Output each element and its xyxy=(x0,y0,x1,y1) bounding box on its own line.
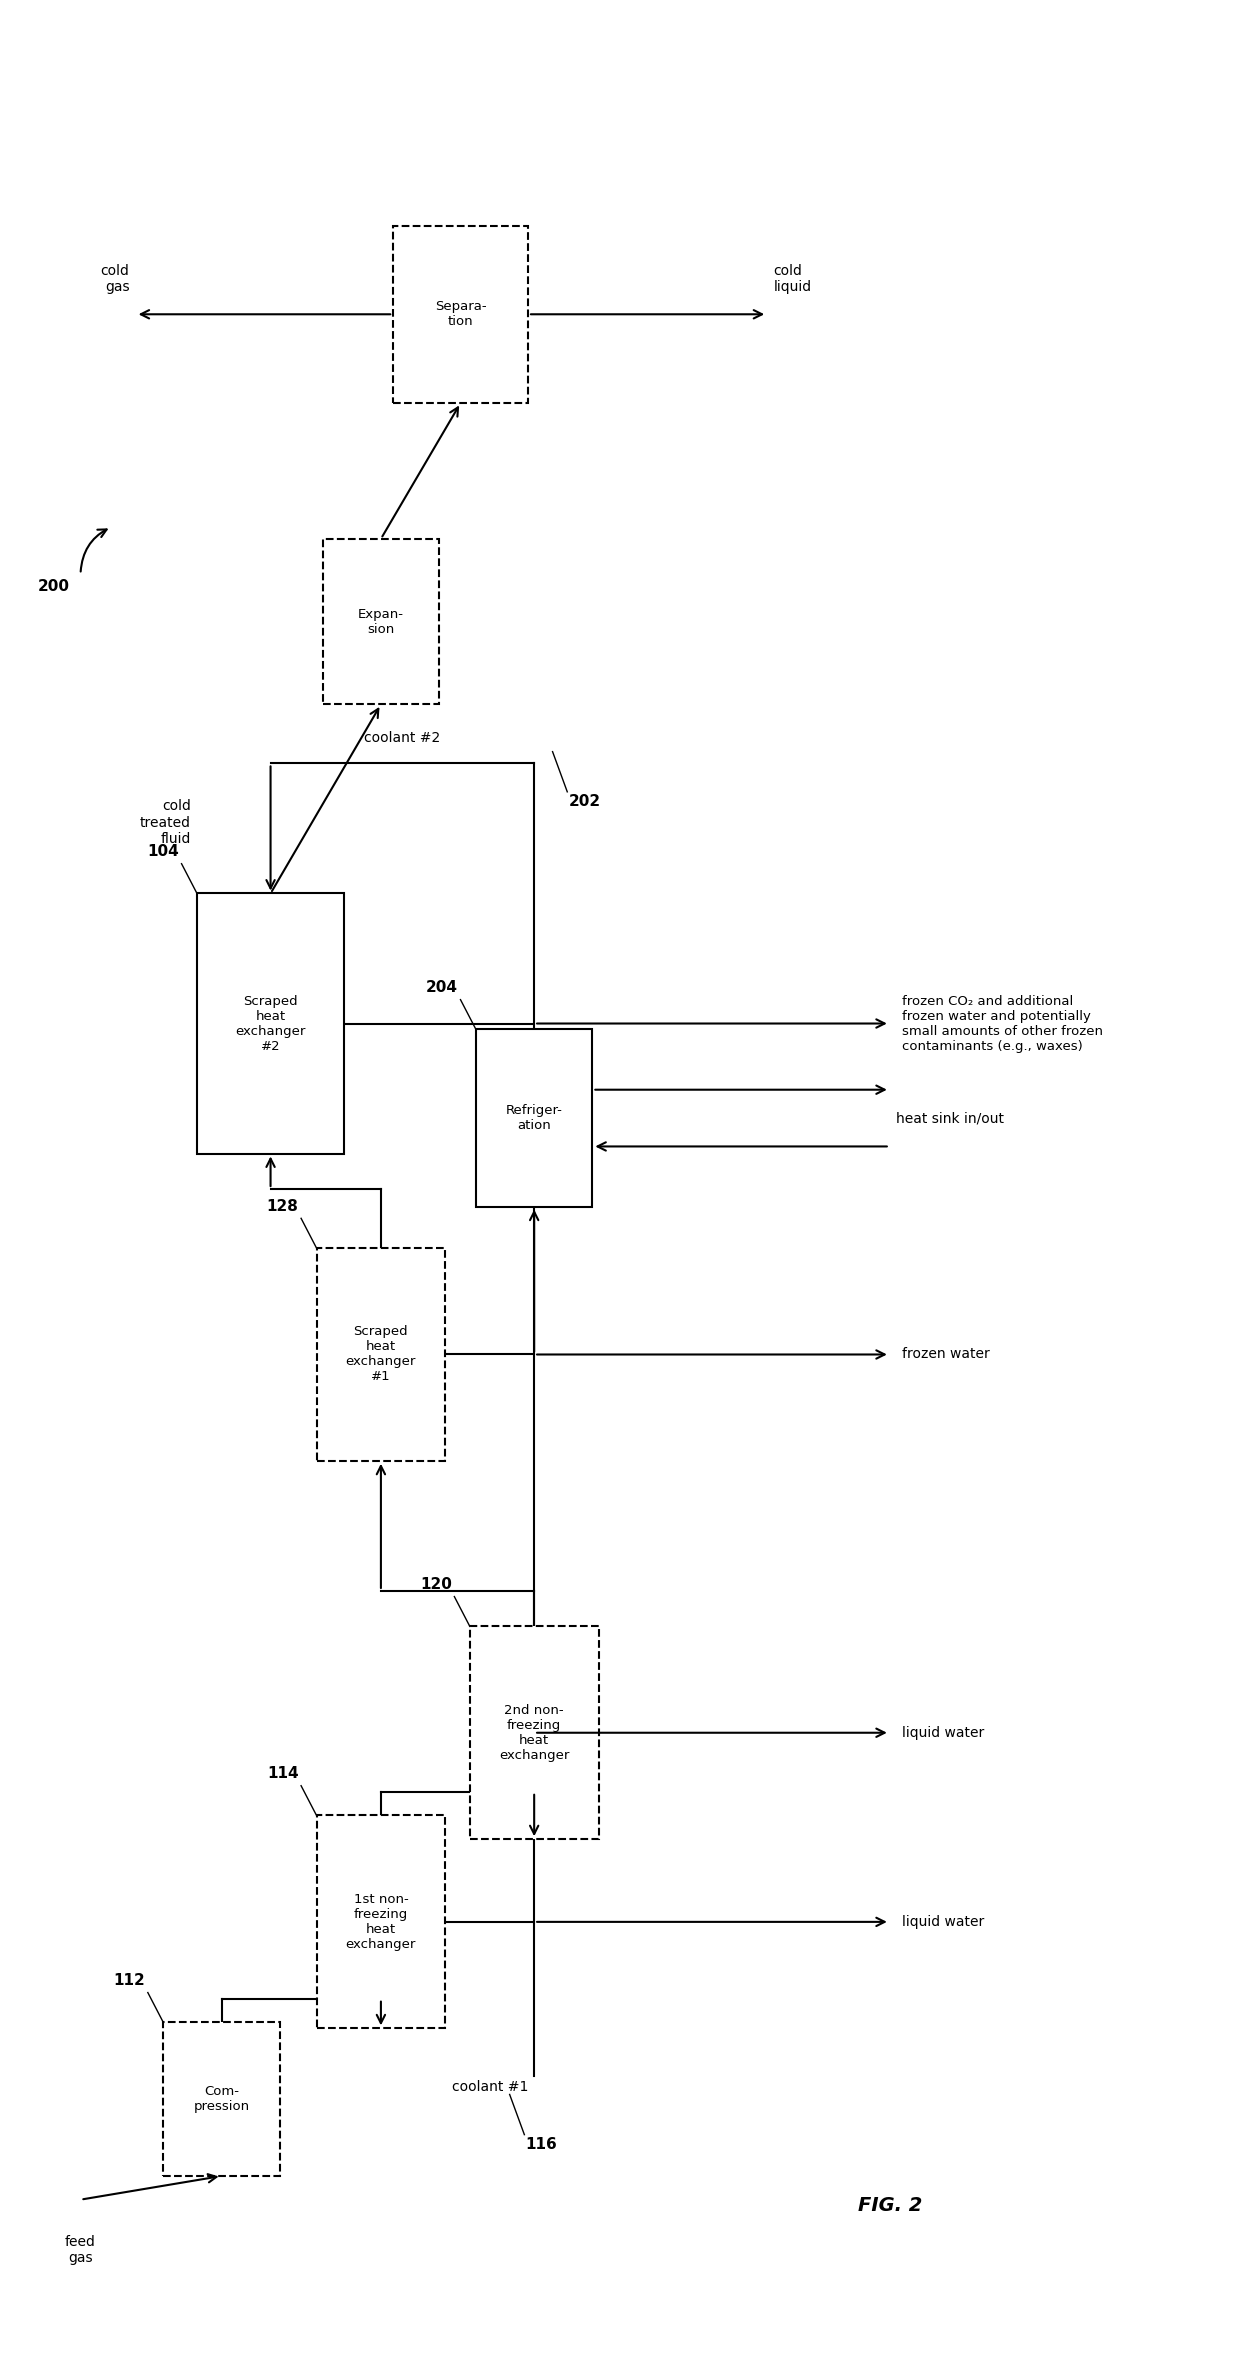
Text: frozen water: frozen water xyxy=(901,1348,990,1363)
FancyBboxPatch shape xyxy=(470,1627,599,1838)
Text: FIG. 2: FIG. 2 xyxy=(858,2195,921,2214)
Text: 202: 202 xyxy=(568,794,600,809)
FancyBboxPatch shape xyxy=(316,1814,445,2028)
Text: Expan-
sion: Expan- sion xyxy=(358,609,404,635)
Text: liquid water: liquid water xyxy=(901,1914,985,1929)
Text: 128: 128 xyxy=(267,1199,299,1213)
Text: 114: 114 xyxy=(267,1767,299,1781)
Text: 200: 200 xyxy=(37,578,69,594)
Text: 120: 120 xyxy=(420,1577,451,1591)
Text: Scraped
heat
exchanger
#2: Scraped heat exchanger #2 xyxy=(236,994,306,1053)
Text: feed
gas: feed gas xyxy=(64,2235,95,2266)
Text: liquid water: liquid water xyxy=(901,1726,985,1741)
FancyBboxPatch shape xyxy=(197,894,345,1153)
Text: 112: 112 xyxy=(114,1974,145,1988)
FancyBboxPatch shape xyxy=(322,540,439,704)
Text: 204: 204 xyxy=(427,980,458,994)
Text: 1st non-
freezing
heat
exchanger: 1st non- freezing heat exchanger xyxy=(346,1893,417,1950)
Text: 104: 104 xyxy=(148,844,179,858)
Text: coolant #1: coolant #1 xyxy=(451,2081,528,2095)
Text: Scraped
heat
exchanger
#1: Scraped heat exchanger #1 xyxy=(346,1325,417,1384)
FancyBboxPatch shape xyxy=(164,2021,280,2176)
Text: heat sink in/out: heat sink in/out xyxy=(895,1111,1004,1125)
FancyBboxPatch shape xyxy=(476,1030,593,1206)
FancyBboxPatch shape xyxy=(393,226,528,402)
Text: coolant #2: coolant #2 xyxy=(365,730,440,744)
Text: 116: 116 xyxy=(526,2138,557,2152)
Text: cold
liquid: cold liquid xyxy=(774,264,811,295)
Text: Com-
pression: Com- pression xyxy=(193,2086,249,2114)
Text: frozen CO₂ and additional
frozen water and potentially
small amounts of other fr: frozen CO₂ and additional frozen water a… xyxy=(901,994,1104,1053)
Text: Separa-
tion: Separa- tion xyxy=(435,300,486,328)
Text: cold
gas: cold gas xyxy=(100,264,129,295)
FancyBboxPatch shape xyxy=(316,1248,445,1460)
Text: 2nd non-
freezing
heat
exchanger: 2nd non- freezing heat exchanger xyxy=(498,1703,569,1762)
Text: cold
treated
fluid: cold treated fluid xyxy=(140,799,191,847)
Text: Refriger-
ation: Refriger- ation xyxy=(506,1103,563,1132)
